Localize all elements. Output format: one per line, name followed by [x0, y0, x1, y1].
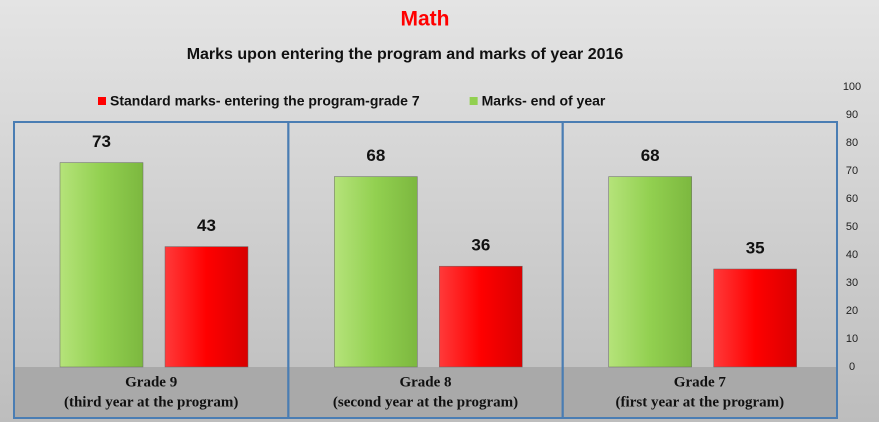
value-label: 36 — [471, 236, 490, 255]
x-tick-note: (first year at the program) — [616, 394, 785, 410]
legend-swatch — [98, 97, 106, 105]
chart-subtitle: Marks upon entering the program and mark… — [187, 46, 624, 63]
chart-title: Math — [401, 8, 450, 31]
legend-label: Standard marks- entering the program-gra… — [110, 93, 420, 109]
bar — [164, 246, 249, 368]
value-label: 68 — [641, 146, 660, 165]
x-tick-note: (third year at the program) — [64, 394, 238, 410]
bar — [59, 162, 144, 368]
x-tick-note: (second year at the program) — [333, 394, 518, 410]
y-tick-label: 100 — [843, 81, 861, 93]
y-tick-label: 80 — [846, 137, 858, 149]
value-label: 35 — [746, 238, 765, 257]
y-tick-label: 0 — [849, 361, 855, 373]
value-label: 73 — [92, 132, 111, 151]
value-label: 43 — [197, 216, 216, 235]
y-tick-label: 30 — [846, 277, 858, 289]
y-tick-label: 90 — [846, 109, 858, 121]
value-label: 68 — [366, 146, 385, 165]
legend-swatch — [469, 97, 478, 105]
bar — [713, 268, 797, 368]
y-tick-label: 40 — [846, 249, 858, 261]
y-tick-label: 20 — [846, 305, 858, 317]
category-box — [561, 121, 839, 419]
label-strip — [14, 367, 837, 419]
x-tick-label: Grade 9 — [125, 374, 177, 390]
bar — [608, 176, 692, 368]
x-tick-label: Grade 8 — [399, 374, 451, 390]
y-tick-label: 10 — [846, 333, 858, 345]
legend-label: Marks- end of year — [482, 93, 606, 109]
bar — [334, 176, 418, 368]
y-tick-label: 50 — [846, 221, 858, 233]
x-tick-label: Grade 7 — [674, 374, 727, 390]
y-tick-label: 60 — [846, 193, 858, 205]
bar — [439, 265, 523, 368]
y-tick-label: 70 — [846, 165, 858, 177]
